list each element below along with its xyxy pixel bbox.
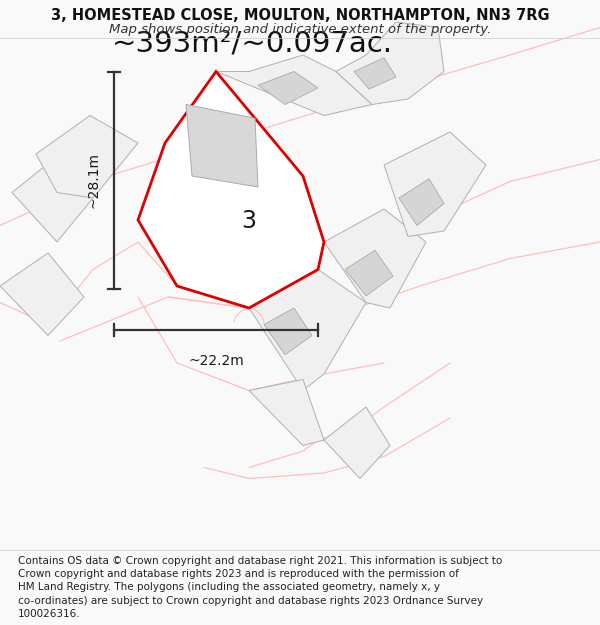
Text: ~393m²/~0.097ac.: ~393m²/~0.097ac. — [112, 30, 392, 58]
Polygon shape — [216, 55, 372, 116]
Text: 3: 3 — [241, 209, 256, 232]
Polygon shape — [12, 154, 93, 242]
Text: Map shows position and indicative extent of the property.: Map shows position and indicative extent… — [109, 23, 491, 36]
Polygon shape — [399, 179, 444, 226]
Polygon shape — [336, 22, 444, 104]
Polygon shape — [0, 253, 84, 336]
Polygon shape — [354, 58, 396, 89]
Polygon shape — [138, 71, 324, 308]
Polygon shape — [36, 116, 138, 198]
Text: 3, HOMESTEAD CLOSE, MOULTON, NORTHAMPTON, NN3 7RG: 3, HOMESTEAD CLOSE, MOULTON, NORTHAMPTON… — [50, 8, 550, 23]
Polygon shape — [249, 269, 366, 391]
Polygon shape — [324, 407, 390, 479]
Polygon shape — [324, 209, 426, 308]
Text: Contains OS data © Crown copyright and database right 2021. This information is : Contains OS data © Crown copyright and d… — [18, 556, 502, 619]
Polygon shape — [186, 104, 258, 187]
Polygon shape — [264, 308, 312, 355]
Polygon shape — [258, 71, 318, 104]
Text: ~22.2m: ~22.2m — [188, 354, 244, 367]
Polygon shape — [345, 250, 393, 296]
Text: ~28.1m: ~28.1m — [87, 152, 101, 208]
Polygon shape — [384, 132, 486, 236]
Polygon shape — [249, 379, 324, 446]
